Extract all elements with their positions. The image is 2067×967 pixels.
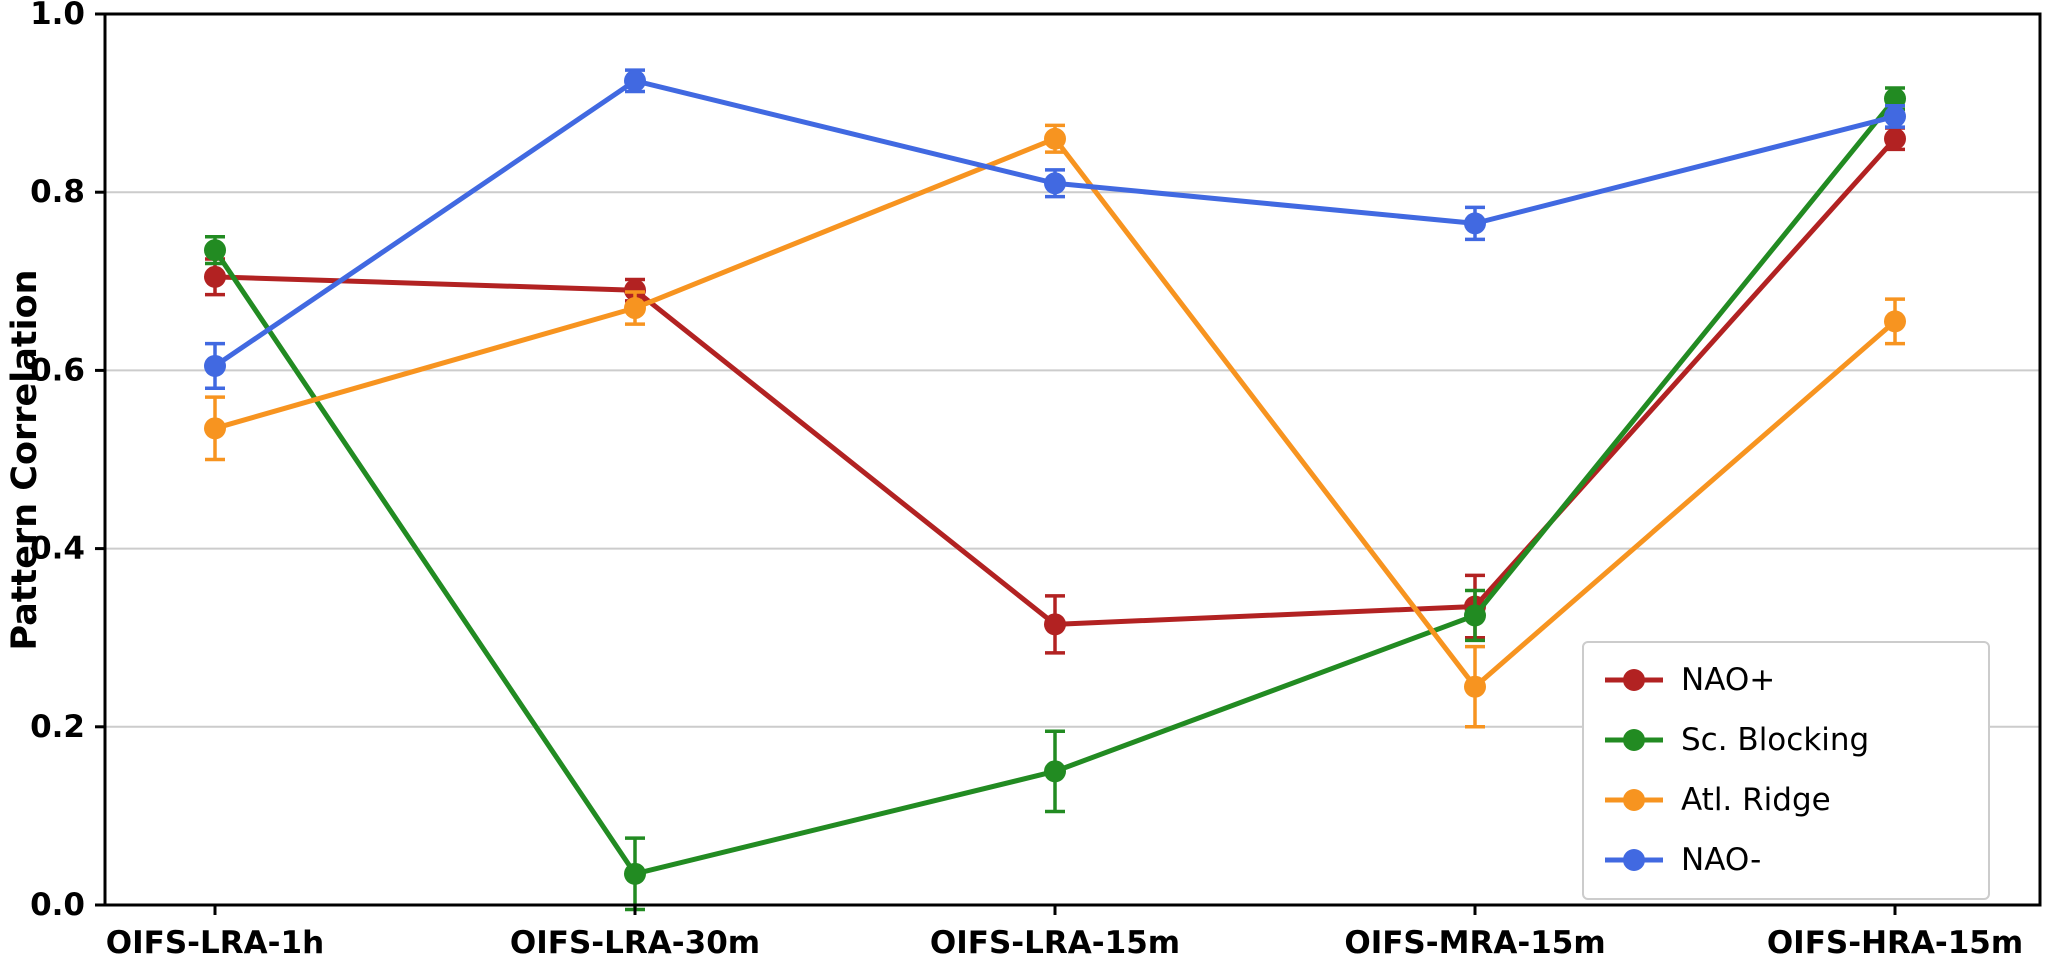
- y-axis-label: Pattern Correlation: [5, 269, 45, 650]
- legend-label: NAO-: [1681, 842, 1761, 878]
- y-tick-label: 0.2: [30, 709, 85, 745]
- series-Sc. Blocking: [204, 86, 1906, 912]
- legend-entry: Atl. Ridge: [1605, 782, 1831, 818]
- data-point: [624, 69, 646, 92]
- data-point: [1884, 105, 1906, 128]
- y-tick-label: 1.0: [30, 0, 85, 32]
- legend-entry: NAO-: [1605, 842, 1761, 878]
- data-point: [1464, 212, 1486, 235]
- legend-entry: Sc. Blocking: [1605, 722, 1869, 758]
- data-point: [1464, 675, 1486, 698]
- y-tick-label: 0.0: [30, 887, 85, 923]
- legend-marker: [1623, 849, 1645, 871]
- data-point: [204, 417, 226, 440]
- legend-marker: [1623, 729, 1645, 751]
- data-point: [1884, 127, 1906, 150]
- y-axis: 0.0 0.2 0.4 0.6 0.8 1.0: [30, 0, 105, 923]
- x-tick-label: OIFS-LRA-30m: [510, 925, 760, 961]
- series-line: [212, 136, 1898, 627]
- series-NAO+: [204, 126, 1906, 655]
- data-point: [624, 862, 646, 885]
- data-point: [1044, 172, 1066, 195]
- legend: NAO+ Sc. Blocking Atl. Ridge NAO-: [1582, 641, 1990, 900]
- x-tick-label: OIFS-LRA-15m: [930, 925, 1180, 961]
- legend-label: NAO+: [1681, 662, 1775, 698]
- data-point: [624, 279, 646, 302]
- series-line: [212, 78, 1898, 369]
- data-point: [1044, 760, 1066, 783]
- x-tick-label: OIFS-LRA-1h: [106, 925, 324, 961]
- x-axis: OIFS-LRA-1h OIFS-LRA-30m OIFS-LRA-15m OIFS-…: [106, 905, 2023, 961]
- data-point: [204, 239, 226, 262]
- axes-box: [103, 12, 2042, 907]
- data-point: [1044, 127, 1066, 150]
- y-tick-label: 0.6: [30, 352, 85, 388]
- x-tick-label: OIFS-HRA-15m: [1767, 925, 2023, 961]
- y-tick-label: 0.4: [30, 531, 85, 567]
- y-tick-label: 0.8: [30, 174, 85, 210]
- legend-marker: [1623, 789, 1645, 811]
- series-NAO-: [204, 68, 1906, 390]
- data-point: [1464, 604, 1486, 627]
- legend-box: [1582, 641, 1990, 900]
- data-point: [204, 265, 226, 288]
- data-point: [624, 297, 646, 320]
- data-point: [1884, 310, 1906, 333]
- legend-label: Atl. Ridge: [1681, 782, 1831, 818]
- data-point: [204, 354, 226, 377]
- x-tick-label: OIFS-MRA-15m: [1344, 925, 1605, 961]
- series-Atl. Ridge: [204, 123, 1906, 729]
- legend-entry: NAO+: [1605, 662, 1775, 698]
- data-point: [1044, 613, 1066, 636]
- legend-label: Sc. Blocking: [1681, 722, 1869, 758]
- legend-marker: [1623, 669, 1645, 691]
